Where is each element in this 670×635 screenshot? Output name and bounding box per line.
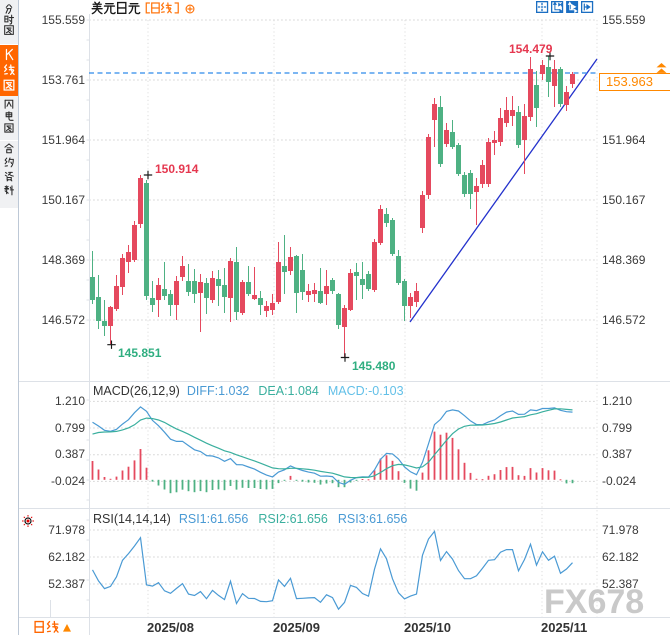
svg-text:145.480: 145.480 [352, 359, 396, 373]
svg-text:150.914: 150.914 [155, 162, 199, 176]
svg-text:145.851: 145.851 [118, 346, 162, 360]
svg-text:154.479: 154.479 [509, 42, 553, 56]
